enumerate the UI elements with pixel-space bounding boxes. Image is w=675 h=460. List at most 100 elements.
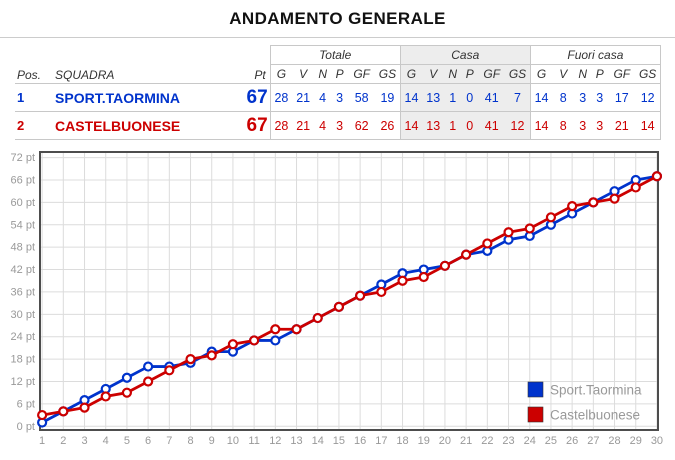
stat-cell: 58 [348,83,376,112]
stat-cell: 62 [348,111,376,140]
stat-cell: 8 [552,83,575,112]
stat-col-header-g: G [529,64,553,84]
x-tick-label: 26 [566,435,578,447]
group-header-totale: Totale [269,45,401,65]
x-tick-label: 4 [103,435,109,447]
data-point-castelbuonese [376,286,387,298]
y-tick-label: 72 pt [11,152,35,164]
x-tick-label: 13 [290,435,302,447]
x-tick-label: 24 [524,435,536,447]
data-point-castelbuonese [270,324,281,335]
data-point-castelbuonese [503,227,514,238]
x-tick-label: 21 [460,435,472,447]
stat-cell: 4 [314,111,332,140]
stat-cell: 1 [444,83,462,112]
stat-cell: 3 [331,83,349,112]
group-header-row: Pos. SQUADRA Pt Totale Casa Fuori casa [15,45,662,84]
data-point-castelbuonese [630,182,641,193]
stat-col-header-p: P [461,64,479,84]
data-point-castelbuonese [100,391,111,402]
stat-cell: 4 [314,83,332,112]
position-cell: 2 [15,111,54,140]
stat-cell: 21 [292,111,315,140]
x-tick-label: 18 [396,435,408,447]
data-point-castelbuonese [651,171,663,182]
data-point-castelbuonese [143,376,154,387]
data-point-castelbuonese [206,350,217,361]
stat-cell: 19 [375,83,401,112]
team-name-link[interactable]: SPORT.TAORMINA [53,83,241,112]
stat-cell: 3 [331,111,349,140]
stat-col-header-p: P [591,64,609,84]
stat-cell: 12 [635,83,662,112]
stat-cell: 41 [478,111,506,140]
stat-col-header-v: V [422,64,445,84]
standings-table: Pos. SQUADRA Pt Totale Casa Fuori casa G… [15,45,662,140]
data-point-castelbuonese [291,324,302,335]
x-tick-label: 8 [187,435,193,447]
stat-cell: 14 [529,111,553,140]
x-tick-label: 1 [39,435,45,447]
data-point-castelbuonese [482,238,493,249]
data-point-castelbuonese [567,201,578,212]
y-tick-label: 42 pt [11,264,35,276]
data-point-castelbuonese [439,260,451,271]
data-point-castelbuonese [545,212,557,223]
data-point-castelbuonese [249,335,260,346]
x-tick-label: 5 [124,435,130,447]
stat-cell: 13 [422,111,445,140]
stat-cell: 28 [269,83,293,112]
data-point-sport-taormina [143,361,154,372]
x-tick-label: 6 [145,435,151,447]
x-tick-label: 7 [166,435,172,447]
y-tick-label: 66 pt [11,174,35,186]
x-tick-label: 19 [418,435,430,447]
data-point-castelbuonese [588,197,599,208]
x-tick-label: 30 [651,435,663,447]
y-tick-label: 48 pt [11,242,35,254]
points-cell: 67 [240,83,271,112]
col-header-squadra: SQUADRA [53,45,241,84]
x-tick-label: 25 [545,435,557,447]
y-tick-label: 6 pt [17,398,35,410]
legend-swatch-sport-taormina [527,381,544,398]
y-tick-label: 18 pt [11,354,35,366]
stat-col-header-gs: GS [505,64,531,84]
stat-col-header-gs: GS [375,64,401,84]
data-point-castelbuonese [312,312,323,324]
x-tick-label: 23 [502,435,514,447]
stat-cell: 1 [444,111,462,140]
x-tick-label: 2 [60,435,66,447]
col-header-pt: Pt [240,45,271,84]
stat-col-header-n: N [574,64,592,84]
stat-cell: 3 [591,83,609,112]
title-rule [0,37,675,38]
team-name-link[interactable]: CASTELBUONESE [53,111,241,140]
table-row: 1 SPORT.TAORMINA 67 28 21 4 3 58 19 14 13 1 0 41 7 14 8 3… [15,83,662,112]
x-tick-label: 12 [269,435,281,447]
y-tick-label: 60 pt [11,197,35,209]
x-tick-label: 9 [209,435,215,447]
stat-cell: 28 [269,111,293,140]
data-point-castelbuonese [355,290,366,301]
stat-col-header-gs: GS [635,64,662,84]
stat-cell: 14 [399,83,423,112]
stat-cell: 3 [574,83,592,112]
stat-cell: 26 [375,111,401,140]
x-tick-label: 29 [630,435,642,447]
x-tick-label: 11 [248,435,259,447]
stat-cell: 3 [574,111,592,140]
x-tick-label: 3 [81,435,87,447]
page-title: ANDAMENTO GENERALE [229,9,446,28]
data-point-castelbuonese [164,365,175,376]
stat-col-header-v: V [552,64,575,84]
x-tick-label: 28 [608,435,620,447]
y-tick-label: 24 pt [11,331,35,343]
stat-col-header-g: G [269,64,293,84]
stat-cell: 13 [422,83,445,112]
series-line-castelbuonese [41,175,658,417]
group-header-casa: Casa [399,45,531,65]
stat-cell: 7 [505,83,531,112]
